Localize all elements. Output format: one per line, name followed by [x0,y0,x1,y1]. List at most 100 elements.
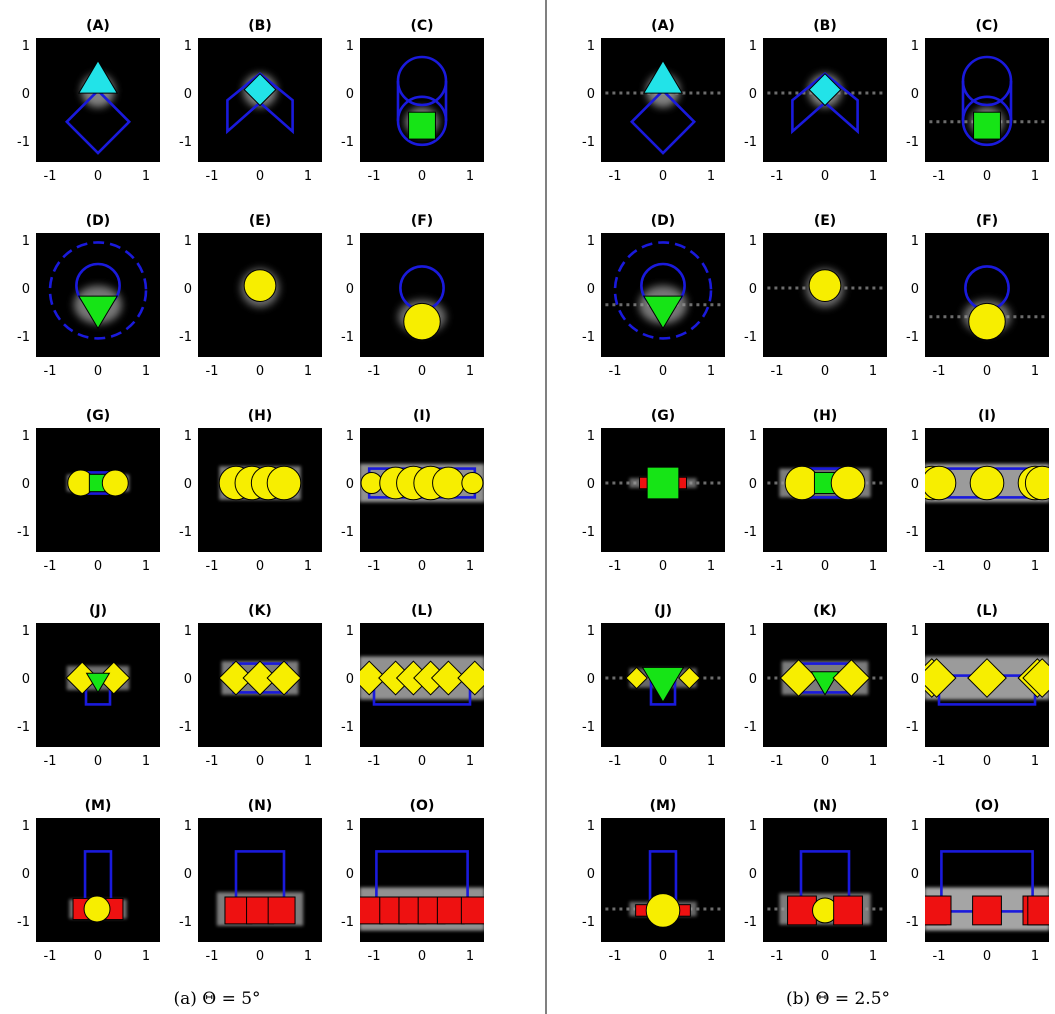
y-tick-label: -1 [179,525,192,540]
x-tick-label: 0 [983,754,991,769]
y-tick-label: -1 [906,720,919,735]
plot-content [925,656,1049,706]
y-tick-label: 1 [587,429,595,444]
x-tick-label: 1 [304,754,312,769]
y-tick-label: -1 [582,135,595,150]
x-tick-label: 0 [659,169,667,184]
panel-f: (F) 1 0 -1 -1 0 1 [906,213,1049,379]
panel-g: (G) 1 0 -1 -1 0 1 [17,408,160,574]
x-tick-label: 0 [256,364,264,379]
x-tick-label: -1 [933,754,946,769]
plot-content [767,850,883,926]
y-tick-label: -1 [744,525,757,540]
panel-l: (L) 1 0 -1 -1 0 1 [341,603,484,769]
green-square [646,466,680,500]
yellow-circle [101,469,129,497]
x-tick-label: 0 [256,754,264,769]
panel-j: (J) 1 0 -1 -1 0 1 [582,603,725,769]
panel-h: (H) 1 0 -1 -1 0 1 [744,408,887,574]
panel-title: (G) [86,408,110,424]
panel-b: (B) 1 0 -1 -1 0 1 [744,18,887,184]
panel-l: (L) 1 0 -1 -1 0 1 [906,603,1049,769]
plot-content [767,659,883,697]
yellow-circle [243,269,277,302]
red-square [267,896,296,925]
panel-title: (C) [975,18,998,34]
diamond-outline [629,88,697,155]
y-tick-label: 1 [22,234,30,249]
y-tick-label: -1 [341,915,354,930]
yellow-diamond [218,660,254,696]
yellow-circle [403,302,441,341]
x-tick-label: -1 [368,559,381,574]
y-tick-label: -1 [341,330,354,345]
diamond-outline [64,88,132,155]
panel-e: (E) 1 0 -1 -1 0 1 [744,213,887,379]
yellow-circle [266,465,302,501]
panel-title: (K) [248,603,272,619]
yellow-circle [83,895,111,923]
yellow-circle [968,302,1006,341]
panel-d: (D) 1 0 -1 -1 0 1 [582,213,725,379]
x-tick-label: -1 [44,169,57,184]
panel-title: (F) [411,213,433,229]
x-tick-label: 0 [94,949,102,964]
panel-d: (D) 1 0 -1 -1 0 1 [17,213,160,379]
y-tick-label: 0 [911,867,919,882]
x-tick-label: 1 [142,754,150,769]
panel-a: (A) 1 0 -1 -1 0 1 [17,18,160,184]
y-tick-label: 1 [346,39,354,54]
y-tick-label: 1 [184,624,192,639]
y-tick-label: 1 [184,819,192,834]
x-tick-label: -1 [368,364,381,379]
x-tick-label: -1 [44,754,57,769]
y-tick-label: 0 [184,87,192,102]
panel-n: (N) 1 0 -1 -1 0 1 [179,798,322,964]
yellow-diamond [360,660,387,696]
x-tick-label: -1 [206,169,219,184]
x-tick-label: 1 [304,949,312,964]
x-tick-label: 0 [659,559,667,574]
y-tick-label: -1 [341,720,354,735]
panel-title: (A) [651,18,675,34]
x-tick-label: 1 [707,559,715,574]
x-tick-label: 0 [418,364,426,379]
y-tick-label: 0 [184,282,192,297]
yellow-circle [1024,465,1049,501]
x-tick-label: 0 [821,364,829,379]
cyan-diamond [243,73,277,107]
y-tick-label: 0 [587,477,595,492]
x-tick-label: 1 [869,364,877,379]
plot-content [925,463,1049,503]
yellow-circle [432,466,465,500]
green-triangle [85,672,111,694]
y-tick-label: -1 [744,135,757,150]
x-tick-label: -1 [771,559,784,574]
plot-content [360,463,484,503]
panel-e: (E) 1 0 -1 -1 0 1 [179,213,322,379]
x-tick-label: -1 [771,949,784,964]
panel-title: (C) [410,18,433,34]
panel-c: (C) 1 0 -1 -1 0 1 [341,18,484,184]
red-square [1027,895,1049,926]
panel-title: (O) [975,798,1000,814]
panel-title: (H) [813,408,838,424]
y-tick-label: 0 [346,867,354,882]
red-square [360,896,384,925]
y-tick-label: 0 [346,477,354,492]
x-tick-label: -1 [933,169,946,184]
cyan-triangle [642,59,684,94]
panel-k: (K) 1 0 -1 -1 0 1 [744,603,887,769]
plot-content [767,268,883,308]
yellow-diamond [242,660,278,696]
panel-b: (B) 1 0 -1 -1 0 1 [179,18,322,184]
y-tick-label: 0 [587,672,595,687]
yellow-diamond [1022,658,1049,698]
x-tick-label: 1 [142,949,150,964]
y-tick-label: 1 [911,234,919,249]
plot-content [396,55,448,147]
plot-content [360,850,484,931]
y-tick-label: -1 [17,330,30,345]
x-tick-label: 1 [466,364,474,379]
plot-content [767,465,883,501]
